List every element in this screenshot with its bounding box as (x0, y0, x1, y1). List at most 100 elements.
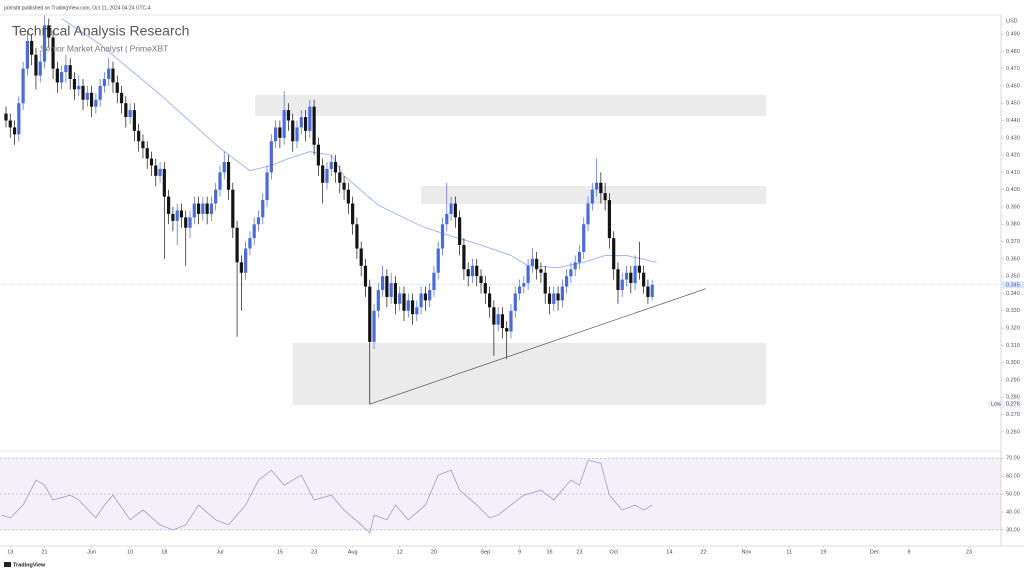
candle-body (513, 293, 517, 311)
x-tick-label: 19 (820, 549, 826, 555)
candle-body (124, 103, 128, 118)
candle-body (256, 217, 261, 225)
currency-label: USD (1006, 18, 1018, 24)
candle-body (594, 182, 599, 190)
candle-body (428, 290, 432, 301)
candle-body (291, 120, 295, 142)
candle-body (274, 127, 278, 142)
candle-body (295, 127, 299, 142)
candle-body (89, 92, 94, 107)
x-tick-label: Aug (348, 549, 358, 555)
candle-body (487, 293, 492, 308)
candle-body (423, 293, 427, 301)
candle-body (179, 210, 184, 218)
candle-body (60, 72, 64, 83)
candle-body (453, 203, 457, 218)
candle-body (214, 189, 218, 204)
candle-body (188, 217, 192, 228)
candle-body (603, 193, 607, 201)
candle-body (141, 141, 145, 149)
candle-body (30, 40, 34, 55)
candle-body (325, 168, 329, 183)
candle-body (530, 258, 534, 266)
candle-body (196, 203, 201, 214)
candle-body (299, 117, 303, 128)
zone (292, 342, 767, 405)
candle-body (624, 272, 629, 280)
candle-body (85, 92, 89, 100)
candle-body (351, 203, 355, 225)
candle-body (389, 283, 393, 297)
candle-body (119, 92, 124, 104)
candle-body (565, 276, 569, 287)
candle-body (269, 141, 273, 173)
candle-body (402, 293, 406, 311)
candle-body (398, 293, 402, 304)
x-tick-label: 21 (41, 549, 47, 555)
y-tick-label: 30.00 (1006, 527, 1020, 533)
x-tick-label: 22 (701, 549, 707, 555)
x-tick-label: 14 (666, 549, 672, 555)
candle-body (560, 286, 564, 301)
y-tick-label: 0.470 (1006, 66, 1020, 72)
candle-body (205, 203, 209, 214)
candle-body (505, 328, 509, 332)
x-tick-label: Jul (216, 549, 223, 555)
candle-body (449, 203, 453, 214)
candle-body (209, 203, 214, 214)
candle-body (385, 276, 389, 297)
candle-body (646, 286, 650, 297)
candle-body (21, 68, 25, 104)
y-tick-label: 0.370 (1006, 239, 1020, 245)
candle-body (111, 68, 115, 83)
candle-body (34, 54, 38, 76)
candle-body (637, 265, 641, 273)
candle-body (616, 269, 620, 291)
y-tick-label: 0.490 (1006, 31, 1020, 37)
line-series (1, 459, 653, 534)
candle-body (308, 106, 312, 131)
candle-body (64, 65, 68, 73)
low-label: Low (991, 402, 1001, 408)
x-tick-label: 10 (127, 549, 133, 555)
y-tick-label: 0.340 (1006, 291, 1020, 297)
candle-body (556, 293, 560, 301)
candle-body (607, 200, 612, 239)
x-tick-label: 20 (431, 549, 437, 555)
candle-body (458, 217, 462, 246)
y-tick-label: 0.390 (1006, 204, 1020, 210)
candle-body (218, 172, 222, 190)
y-tick-label: 60.00 (1006, 474, 1020, 480)
candle-body (419, 293, 423, 308)
x-tick-label: 16 (546, 549, 552, 555)
candle-body (94, 99, 98, 107)
y-tick-label: 0.270 (1006, 412, 1020, 418)
logo-text: TradingView (13, 562, 46, 568)
candle-body (509, 310, 513, 332)
y-tick-label: 0.410 (1006, 170, 1020, 176)
candle-body (500, 314, 505, 329)
candle-body (569, 269, 573, 277)
candle-body (393, 283, 398, 304)
candle-body (445, 213, 449, 225)
candle-body (406, 300, 410, 311)
low-value: 0.276 (1006, 402, 1020, 408)
candle-body (363, 265, 368, 287)
candle-body (98, 85, 102, 100)
candle-body (470, 265, 475, 277)
main-layer: 0.260 0.270 0.280 0.290 0.300 0.310 0.320 0.330… (1, 15, 1024, 555)
candle-body (303, 117, 308, 131)
last-price-label: 0.345 (1006, 282, 1020, 288)
x-tick-label: 23 (966, 549, 972, 555)
y-tick-label: 0.440 (1006, 118, 1020, 124)
publisher-note: primsbt published on TradingView.com, Oc… (4, 5, 151, 11)
candle-body (261, 200, 265, 218)
candle-body (244, 248, 248, 273)
candle-body (333, 162, 338, 173)
y-tick-label: 0.330 (1006, 308, 1020, 314)
candle-body (107, 68, 111, 79)
candle-body (517, 286, 522, 294)
candle-body (346, 189, 350, 204)
candle-body (368, 286, 372, 342)
y-tick-label: 0.280 (1006, 395, 1020, 401)
